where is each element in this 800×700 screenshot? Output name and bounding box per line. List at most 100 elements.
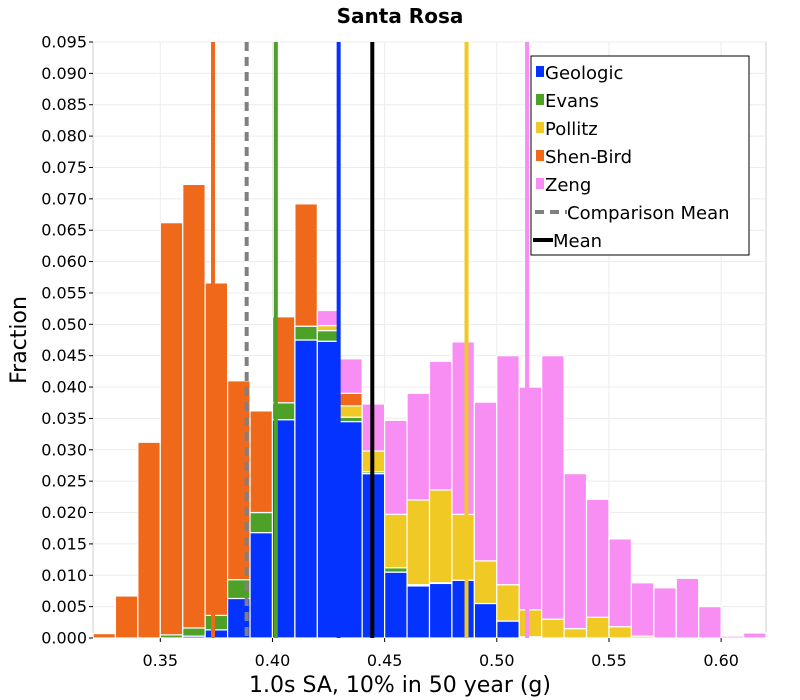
- bar-shen-bird: [114, 595, 139, 639]
- bar-pollitz: [406, 499, 431, 586]
- legend-label-comparison-mean: Comparison Mean: [567, 203, 730, 224]
- bar-evans: [339, 416, 363, 423]
- legend-box: [530, 55, 750, 256]
- y-tick-label: 0.020: [41, 503, 87, 522]
- legend-label-zeng: Zeng: [545, 175, 591, 196]
- y-tick-label: 0.085: [41, 95, 87, 114]
- y-tick-label: 0.000: [41, 629, 87, 648]
- bar-geologic: [339, 420, 363, 639]
- y-tick-label: 0.090: [41, 64, 87, 83]
- y-tick-label: 0.060: [41, 252, 87, 271]
- bar-zeng: [518, 386, 543, 611]
- legend-swatch-shen-bird: [536, 150, 544, 161]
- x-tick-label: 0.45: [367, 651, 403, 670]
- bar-zeng: [653, 587, 677, 639]
- bar-zeng: [406, 392, 431, 501]
- x-tick-label: 0.60: [703, 651, 739, 670]
- y-tick-label: 0.035: [41, 409, 87, 428]
- bar-shen-bird: [249, 410, 274, 514]
- bar-zeng: [428, 360, 453, 491]
- bar-zeng: [630, 582, 655, 637]
- bar-zeng: [675, 577, 700, 639]
- legend: Geologic Evans Pollitz Shen-Bird Zeng Compari…: [530, 55, 750, 256]
- bar-shen-bird: [159, 222, 184, 636]
- y-axis-label: Fraction: [7, 296, 32, 384]
- y-tick-label: 0.050: [41, 315, 87, 334]
- bar-pollitz: [451, 513, 475, 581]
- bar-pollitz: [496, 584, 520, 622]
- y-tick-label: 0.080: [41, 127, 87, 146]
- y-axis-ticks: 0.000 0.005 0.010 0.015 0.020 0.025 0.030 0.035…: [41, 33, 93, 648]
- y-tick-label: 0.070: [41, 189, 87, 208]
- bar-shen-bird: [182, 183, 206, 629]
- bar-shen-bird: [204, 282, 229, 617]
- legend-label-mean: Mean: [553, 231, 602, 252]
- bar-pollitz: [316, 324, 341, 332]
- bar-pollitz: [608, 626, 633, 639]
- legend-swatch-geologic: [536, 66, 544, 77]
- bar-evans: [384, 567, 408, 573]
- bar-geologic: [406, 585, 431, 639]
- y-tick-label: 0.095: [41, 33, 87, 52]
- x-axis-label: 1.0s SA, 10% in 50 year (g): [249, 673, 551, 698]
- bar-zeng: [541, 355, 565, 620]
- bar-zeng: [563, 473, 588, 630]
- bar-geologic: [384, 571, 408, 639]
- chart-title: Santa Rosa: [337, 4, 464, 28]
- bar-pollitz: [339, 405, 363, 418]
- bar-zeng: [742, 632, 767, 639]
- legend-swatch-pollitz: [536, 122, 544, 133]
- bar-evans: [294, 325, 318, 341]
- bar-geologic: [316, 340, 341, 639]
- bar-zeng: [451, 341, 475, 516]
- bar-pollitz: [428, 489, 453, 584]
- legend-label-geologic: Geologic: [545, 63, 623, 84]
- y-tick-label: 0.045: [41, 346, 87, 365]
- bar-zeng: [698, 606, 722, 639]
- bar-zeng: [473, 401, 498, 562]
- y-tick-label: 0.015: [41, 534, 87, 553]
- x-tick-label: 0.55: [591, 651, 627, 670]
- legend-label-evans: Evans: [545, 91, 599, 112]
- x-tick-label: 0.50: [479, 651, 515, 670]
- y-tick-label: 0.010: [41, 566, 87, 585]
- y-tick-label: 0.040: [41, 378, 87, 397]
- bar-geologic: [249, 532, 274, 639]
- y-tick-label: 0.025: [41, 472, 87, 491]
- bar-zeng: [496, 355, 520, 586]
- mean-lines: [211, 42, 530, 638]
- bar-evans: [249, 511, 274, 534]
- y-tick-label: 0.030: [41, 440, 87, 459]
- bar-evans: [204, 614, 229, 631]
- bar-evans: [316, 329, 341, 342]
- bar-pollitz: [585, 616, 610, 639]
- bar-zeng: [720, 635, 745, 639]
- bar-geologic: [204, 629, 229, 639]
- bar-pollitz: [518, 609, 543, 638]
- bar-shen-bird: [339, 392, 363, 407]
- legend-label-shen-bird: Shen-Bird: [545, 147, 632, 168]
- bar-geologic: [473, 602, 498, 639]
- bar-geologic: [451, 579, 475, 639]
- x-axis-ticks: 0.35 0.40 0.45 0.50 0.55 0.60: [142, 638, 739, 670]
- y-tick-label: 0.005: [41, 597, 87, 616]
- bar-pollitz: [384, 513, 408, 569]
- bar-shen-bird: [294, 203, 318, 327]
- bar-shen-bird: [92, 633, 117, 639]
- bar-zeng: [316, 309, 341, 327]
- bar-shen-bird: [137, 441, 161, 639]
- y-tick-label: 0.075: [41, 158, 87, 177]
- bar-pollitz: [473, 560, 498, 605]
- legend-swatch-evans: [536, 94, 544, 105]
- bar-pollitz: [541, 618, 565, 639]
- bar-zeng: [339, 358, 363, 394]
- bar-zeng: [608, 538, 633, 628]
- y-tick-label: 0.055: [41, 283, 87, 302]
- bar-pollitz: [563, 627, 588, 639]
- y-tick-label: 0.065: [41, 221, 87, 240]
- x-tick-label: 0.35: [142, 651, 178, 670]
- bar-zeng: [585, 498, 610, 618]
- x-tick-label: 0.40: [255, 651, 291, 670]
- bar-evans: [182, 627, 206, 637]
